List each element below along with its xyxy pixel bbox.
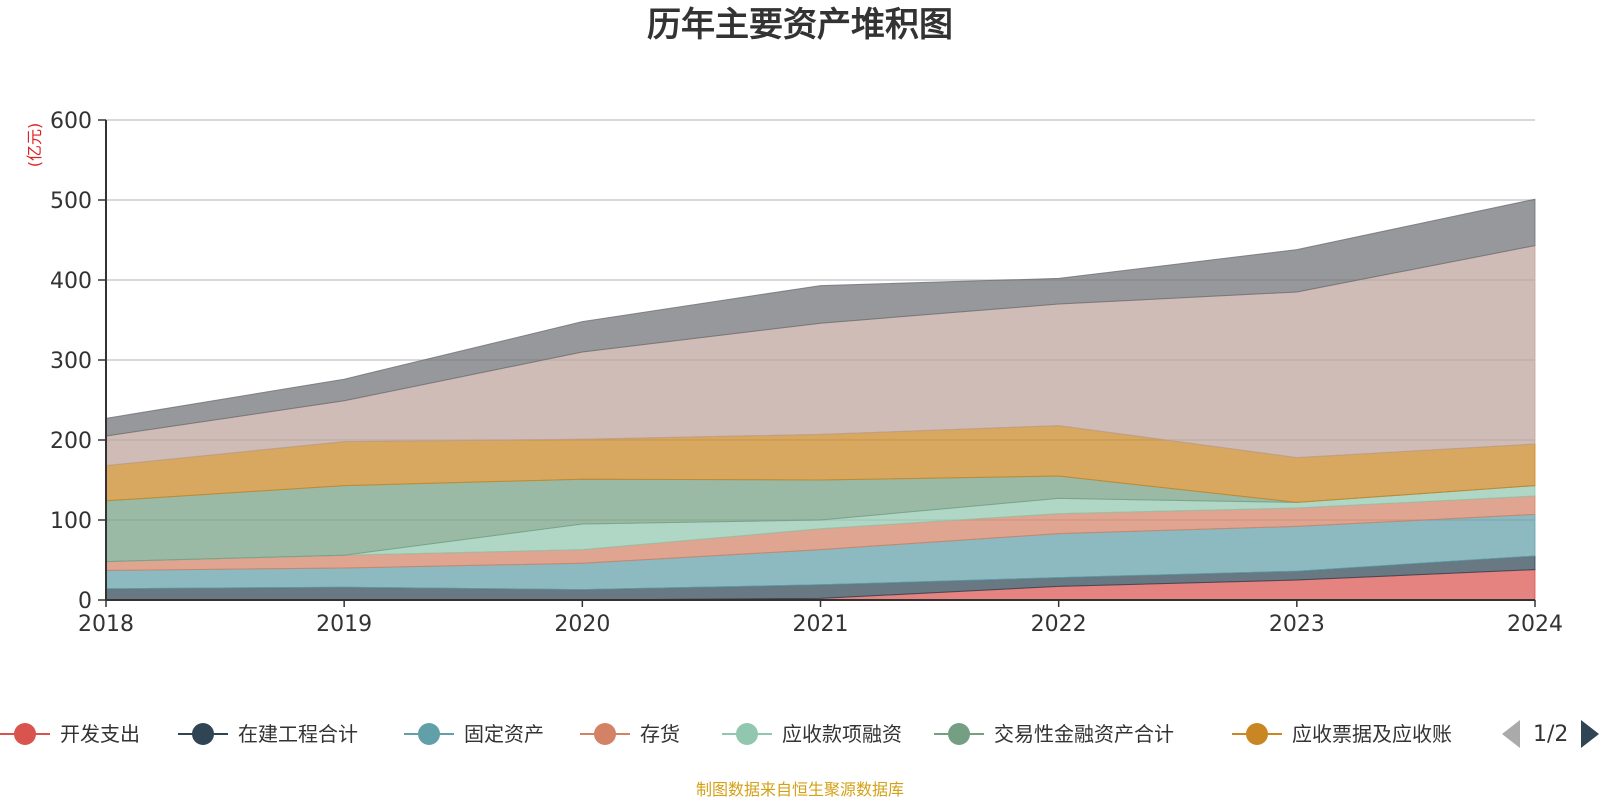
legend-item[interactable]: 固定资产: [404, 722, 544, 746]
legend-next-page-icon[interactable]: [1581, 720, 1599, 748]
legend-label: 开发支出: [60, 722, 140, 746]
legend-marker-icon: [14, 723, 36, 745]
legend[interactable]: 开发支出 在建工程合计 固定资产 存货 应收款项融资 交易性金融资产合计 应收票据及应收账 1…: [0, 720, 1599, 748]
y-tick-label: 500: [50, 189, 92, 214]
legend-marker-icon: [192, 723, 214, 745]
legend-marker-icon: [948, 723, 970, 745]
legend-page-indicator: 1/2: [1533, 722, 1568, 747]
chart-title: 历年主要资产堆积图: [647, 5, 953, 45]
legend-item[interactable]: 在建工程合计: [178, 722, 358, 746]
y-unit-label: (亿元): [25, 123, 44, 168]
y-tick-label: 200: [50, 429, 92, 454]
legend-marker-icon: [418, 723, 440, 745]
y-tick-label: 0: [78, 589, 92, 614]
x-tick-label: 2020: [554, 612, 610, 637]
x-tick-label: 2018: [78, 612, 134, 637]
legend-label: 应收票据及应收账: [1292, 722, 1452, 746]
legend-item[interactable]: 存货: [580, 722, 680, 746]
legend-label: 固定资产: [464, 722, 544, 746]
axes: 2018 2019 2020 2021 2022 2023 2024: [78, 120, 1563, 637]
x-tick-label: 2023: [1269, 612, 1325, 637]
legend-item[interactable]: 应收款项融资: [722, 722, 902, 746]
legend-item[interactable]: 应收票据及应收账: [1232, 722, 1452, 746]
area-其他2[interactable]: [105, 198, 1536, 437]
y-tick-label: 400: [50, 269, 92, 294]
legend-label: 交易性金融资产合计: [994, 722, 1174, 746]
y-tick-label: 100: [50, 509, 92, 534]
x-tick-label: 2024: [1507, 612, 1563, 637]
data-source-note: 制图数据来自恒生聚源数据库: [696, 780, 904, 799]
legend-marker-icon: [1246, 723, 1268, 745]
x-tick-label: 2022: [1031, 612, 1087, 637]
legend-label: 存货: [640, 722, 680, 746]
legend-prev-page-icon[interactable]: [1502, 720, 1520, 748]
legend-marker-icon: [594, 723, 616, 745]
y-tick-label: 300: [50, 349, 92, 374]
x-tick-label: 2021: [793, 612, 849, 637]
legend-item[interactable]: 开发支出: [0, 722, 140, 746]
legend-label: 应收款项融资: [782, 722, 902, 746]
legend-label: 在建工程合计: [238, 722, 358, 746]
y-tick-label: 600: [50, 109, 92, 134]
x-tick-label: 2019: [316, 612, 372, 637]
legend-marker-icon: [736, 723, 758, 745]
legend-item[interactable]: 交易性金融资产合计: [934, 722, 1174, 746]
area-series: [105, 198, 1536, 601]
